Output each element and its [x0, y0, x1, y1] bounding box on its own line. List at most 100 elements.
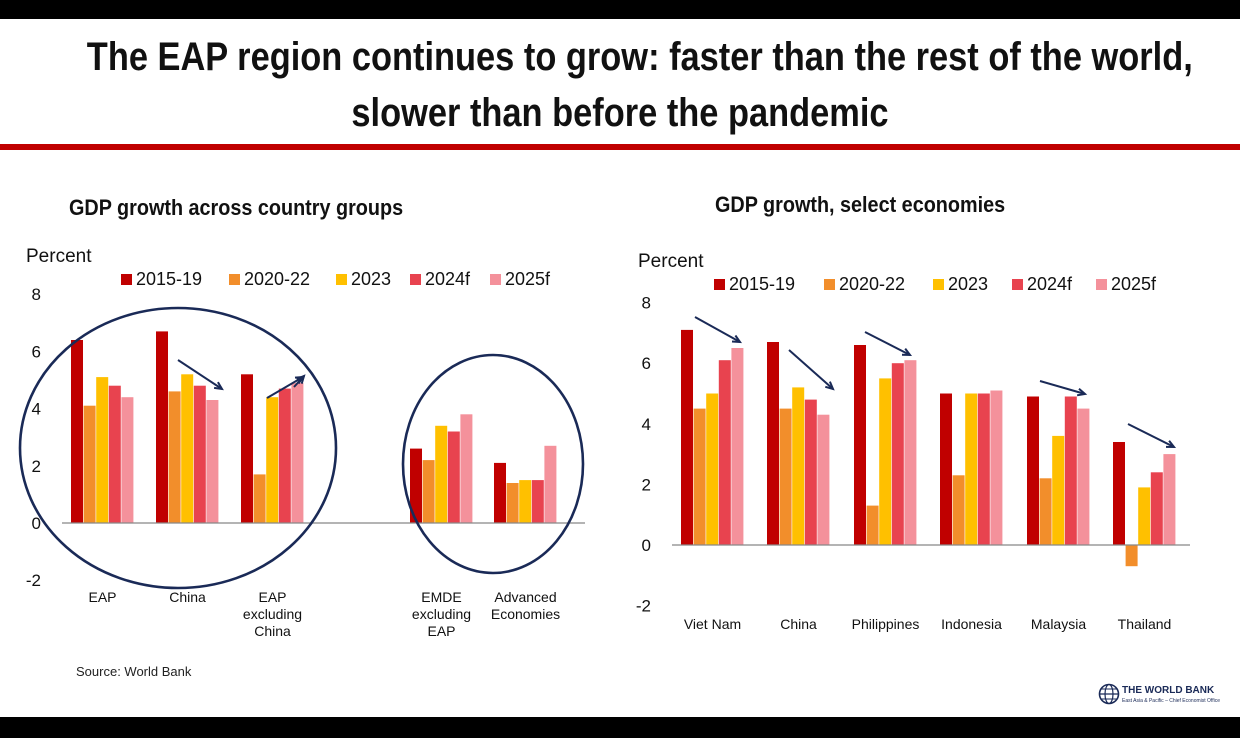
bar-2025f — [731, 348, 744, 545]
chart-1-title: GDP growth across country groups — [69, 195, 404, 220]
category-label: Indonesia — [941, 616, 1002, 632]
legend-label-2020-22: 2020-22 — [839, 274, 905, 294]
y-tick-label: 0 — [642, 536, 651, 555]
category-label-line: Viet Nam — [684, 616, 741, 632]
y-tick-label: -2 — [26, 571, 41, 590]
category-label: EMDE excluding EAP — [412, 589, 471, 639]
category-label: China — [780, 616, 817, 632]
category-label-line: EAP — [427, 623, 455, 639]
trend-arrow — [694, 316, 741, 343]
chart-2-title: GDP growth, select economies — [715, 192, 1006, 217]
trend-arrow-head — [294, 375, 305, 385]
category-label: China — [169, 589, 206, 605]
category-label-line: EAP — [258, 589, 286, 605]
trend-arrow — [177, 359, 223, 390]
bar-2020-22 — [1039, 478, 1052, 545]
bar-2024f — [531, 480, 544, 523]
bar-2015-19 — [71, 340, 83, 523]
chart-country-groups: Percent -2 0 2 4 6 8 2015-19 2020-22 2023 2024f 202… — [18, 246, 585, 639]
legend-label-2024f: 2024f — [425, 269, 471, 289]
bar-2025f — [1163, 454, 1176, 545]
legend-swatch-2020-22 — [824, 279, 835, 290]
y-tick-label: 8 — [32, 285, 41, 304]
category-label-line: Advanced — [494, 589, 556, 605]
slide: The EAP region continues to grow: faster… — [0, 19, 1240, 717]
bar-2025f — [291, 382, 304, 523]
category-label-line: EAP — [88, 589, 116, 605]
bar-2023 — [96, 377, 109, 523]
category-label-line: Thailand — [1118, 616, 1172, 632]
y-tick-label: 8 — [642, 294, 651, 313]
bar-2024f — [1150, 472, 1163, 545]
bar-2024f — [1064, 396, 1077, 545]
trend-arrow — [1039, 380, 1086, 395]
legend-swatch-2024f — [410, 274, 421, 285]
trend-arrow-head — [825, 381, 835, 391]
slide-title-line-2: slower than before the pandemic — [351, 91, 889, 135]
bar-2023 — [1138, 487, 1151, 545]
y-tick-label: 6 — [642, 354, 651, 373]
legend-label-2015-19: 2015-19 — [729, 274, 795, 294]
legend-swatch-2020-22 — [229, 274, 240, 285]
category-label: Viet Nam — [684, 616, 741, 632]
globe-icon — [1098, 683, 1120, 705]
bar-2024f — [447, 431, 460, 523]
trend-arrow-head — [213, 381, 224, 391]
legend-swatch-2023 — [336, 274, 347, 285]
legend-swatch-2025f — [1096, 279, 1107, 290]
category-label: EAP — [88, 589, 116, 605]
y-tick-label: 6 — [32, 342, 41, 361]
bar-2024f — [718, 360, 731, 545]
y-axis-label: Percent — [26, 246, 92, 267]
y-tick-label: 0 — [32, 514, 41, 533]
y-tick-label: -2 — [636, 597, 651, 616]
bar-2024f — [193, 385, 206, 523]
slide-title-line-1: The EAP region continues to grow: faster… — [86, 35, 1193, 79]
bar-2015-19 — [241, 374, 253, 523]
bar-2015-19 — [681, 329, 693, 545]
bar-2023 — [965, 393, 978, 545]
bar-2015-19 — [494, 462, 506, 523]
category-label: Philippines — [852, 616, 920, 632]
bar-2025f — [544, 445, 557, 523]
trend-arrow-head — [1076, 387, 1088, 397]
title-divider — [0, 144, 1240, 150]
bar-2025f — [990, 390, 1003, 545]
legend-label-2024f: 2024f — [1027, 274, 1073, 294]
bar-2025f — [121, 397, 134, 523]
bar-2020-22 — [83, 405, 96, 523]
bar-2020-22 — [866, 505, 879, 545]
bar-2024f — [804, 399, 817, 545]
bar-2023 — [706, 393, 719, 545]
trend-arrow — [266, 376, 304, 399]
category-label-line: Philippines — [852, 616, 920, 632]
bar-2020-22 — [506, 483, 519, 523]
legend-label-2025f: 2025f — [505, 269, 551, 289]
bar-2015-19 — [940, 393, 952, 545]
bar-2023 — [879, 378, 892, 545]
bar-2015-19 — [156, 331, 168, 523]
legend-label-2015-19: 2015-19 — [136, 269, 202, 289]
legend-swatch-2023 — [933, 279, 944, 290]
bar-2025f — [206, 400, 219, 523]
bar-2015-19 — [1113, 442, 1125, 545]
category-label-line: China — [780, 616, 817, 632]
trend-arrow-head — [731, 334, 743, 344]
bar-2023 — [435, 425, 448, 523]
highlight-circle — [18, 306, 338, 590]
category-label-line: Malaysia — [1031, 616, 1086, 632]
bar-2020-22 — [253, 474, 266, 523]
category-label: EAP excluding China — [243, 589, 302, 639]
trend-arrow — [864, 331, 911, 356]
category-label: Advanced Economies — [491, 589, 560, 622]
trend-arrow — [788, 349, 834, 390]
bar-2024f — [108, 385, 121, 523]
trend-arrow-head — [901, 348, 913, 357]
legend-label-2023: 2023 — [948, 274, 988, 294]
category-label-line: Economies — [491, 606, 560, 622]
y-tick-label: 4 — [32, 400, 41, 419]
legend-label-2020-22: 2020-22 — [244, 269, 310, 289]
category-label-line: excluding — [243, 606, 302, 622]
legend-label-2025f: 2025f — [1111, 274, 1157, 294]
bar-2023 — [1052, 435, 1065, 545]
